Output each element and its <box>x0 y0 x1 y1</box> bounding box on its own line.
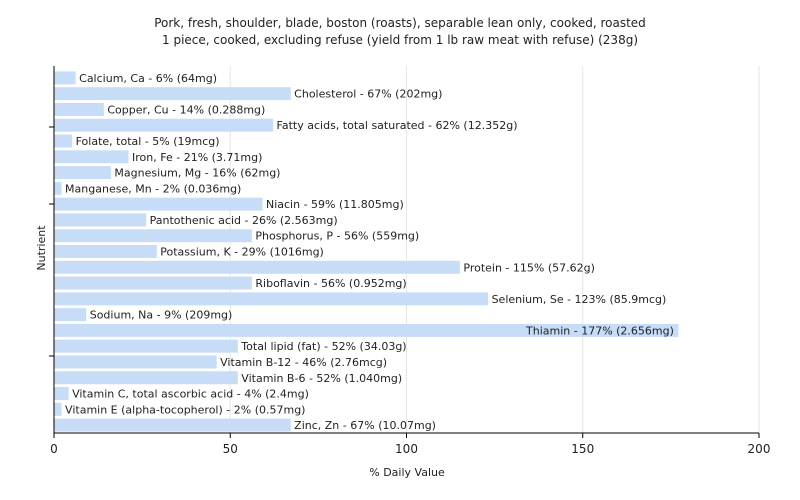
bar-17 <box>54 339 238 353</box>
x-tick-label-200: 200 <box>748 442 771 456</box>
bar-label-7: Manganese, Mn - 2% (0.036mg) <box>65 182 241 195</box>
bar-label-18: Vitamin B-12 - 46% (2.76mcg) <box>220 356 387 369</box>
bar-label-15: Sodium, Na - 9% (209mg) <box>90 309 233 322</box>
bar-12 <box>54 260 460 274</box>
bar-label-11: Potassium, K - 29% (1016mg) <box>160 246 324 259</box>
bar-20 <box>54 387 69 401</box>
bar-2 <box>54 102 104 116</box>
bars: Calcium, Ca - 6% (64mg) Cholesterol - 67%… <box>54 71 679 432</box>
bar-5 <box>54 150 129 164</box>
bar-1 <box>54 87 291 101</box>
bar-19 <box>54 371 238 385</box>
x-tick-label-100: 100 <box>395 442 418 456</box>
bar-18 <box>54 355 217 369</box>
bar-14 <box>54 292 489 306</box>
x-tick-label-50: 50 <box>223 442 238 456</box>
bar-15 <box>54 308 87 322</box>
bar-13 <box>54 276 252 290</box>
bar-label-0: Calcium, Ca - 6% (64mg) <box>79 72 217 85</box>
x-tick-label-0: 0 <box>50 442 58 456</box>
bar-label-3: Fatty acids, total saturated - 62% (12.3… <box>277 119 518 132</box>
bar-6 <box>54 166 111 180</box>
x-axis-label: % Daily Value <box>369 466 445 479</box>
chart-title-line1: Pork, fresh, shoulder, blade, boston (ro… <box>154 16 646 30</box>
bar-label-9: Pantothenic acid - 26% (2.563mg) <box>150 214 338 227</box>
bar-10 <box>54 229 252 243</box>
bar-3 <box>54 118 274 132</box>
bar-9 <box>54 213 147 227</box>
bar-8 <box>54 197 263 211</box>
bar-22 <box>54 418 291 432</box>
bar-label-20: Vitamin C, total ascorbic acid - 4% (2.4… <box>72 388 309 401</box>
bar-label-8: Niacin - 59% (11.805mg) <box>266 198 404 211</box>
bar-21 <box>54 402 62 416</box>
bar-label-19: Vitamin B-6 - 52% (1.040mg) <box>241 372 402 385</box>
y-axis-label: Nutrient <box>35 225 48 271</box>
bar-label-16: Thiamin - 177% (2.656mg) <box>525 324 674 337</box>
bar-label-22: Zinc, Zn - 67% (10.07mg) <box>294 419 436 432</box>
bar-label-14: Selenium, Se - 123% (85.9mcg) <box>492 293 667 306</box>
bar-16 <box>54 323 679 337</box>
bar-7 <box>54 181 62 195</box>
bar-label-2: Copper, Cu - 14% (0.288mg) <box>107 103 265 116</box>
bar-label-12: Protein - 115% (57.62g) <box>463 261 595 274</box>
x-tick-label-150: 150 <box>571 442 594 456</box>
bar-label-21: Vitamin E (alpha-tocopherol) - 2% (0.57m… <box>65 403 305 416</box>
bar-label-4: Folate, total - 5% (19mcg) <box>76 135 220 148</box>
chart-title-line2: 1 piece, cooked, excluding refuse (yield… <box>162 33 638 47</box>
bar-label-1: Cholesterol - 67% (202mg) <box>294 88 442 101</box>
bar-11 <box>54 245 157 258</box>
axes: 0 50 100 150 200 <box>49 66 770 456</box>
bar-label-13: Riboflavin - 56% (0.952mg) <box>255 277 406 290</box>
bar-label-10: Phosphorus, P - 56% (559mg) <box>255 230 419 243</box>
bar-4 <box>54 134 73 148</box>
bar-0 <box>54 71 76 85</box>
bar-label-17: Total lipid (fat) - 52% (34.03g) <box>240 340 406 353</box>
bar-label-5: Iron, Fe - 21% (3.71mg) <box>132 151 262 164</box>
bar-label-6: Magnesium, Mg - 16% (62mg) <box>114 167 280 180</box>
